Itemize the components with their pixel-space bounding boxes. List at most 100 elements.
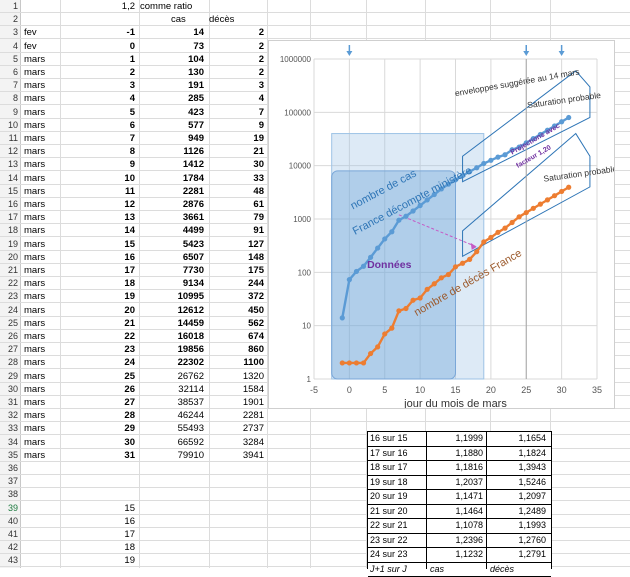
x-axis-label: jour du mois de mars [403,398,507,408]
data-point [502,152,507,157]
row-number: 14 [0,172,18,185]
x-tick-label: 25 [521,385,531,395]
ratio-cas: 1,1471 [428,490,483,504]
ratio-deces: 1,1993 [488,519,546,533]
day-cell: 25 [60,370,135,383]
data-point [510,220,515,225]
day-cell: 4 [60,92,135,105]
row-number: 34 [0,436,18,449]
row-number: 25 [0,317,18,330]
day-cell: 18 [60,277,135,290]
cas-cell: 66592 [139,436,204,449]
row-number: 5 [0,53,18,66]
row-number: 29 [0,370,18,383]
ratio-cas: 1,1078 [428,519,483,533]
day-cell: 7 [60,132,135,145]
y-tick-label: 100 [298,268,312,277]
deces-cell: 3 [209,79,264,92]
deces-cell: 372 [209,290,264,303]
data-point [474,165,479,170]
month-cell: mars [24,251,45,264]
month-cell: mars [24,66,45,79]
row-number: 26 [0,330,18,343]
day-cell: 16 [60,251,135,264]
data-point [354,360,359,365]
data-point [340,315,345,320]
deces-cell: 3941 [209,449,264,462]
deces-cell: 2 [209,53,264,66]
y-tick-label: 1000000 [280,55,312,64]
deces-cell: 48 [209,185,264,198]
day-cell: 10 [60,172,135,185]
deces-cell: 79 [209,211,264,224]
month-cell: mars [24,277,45,290]
cas-cell: 2281 [139,185,204,198]
day-cell: 14 [60,224,135,237]
month-cell: mars [24,436,45,449]
deces-cell: 1901 [209,396,264,409]
deces-cell: 450 [209,304,264,317]
row-number: 27 [0,343,18,356]
cas-cell: 577 [139,119,204,132]
data-point [488,158,493,163]
data-point [418,295,423,300]
x-tick-label: 0 [347,385,352,395]
deces-cell: 7 [209,106,264,119]
ratio-cas: 1,1999 [428,432,483,446]
data-point [453,264,458,269]
data-point [524,210,529,215]
data-point [502,226,507,231]
cas-cell: 2876 [139,198,204,211]
data-point [354,269,359,274]
cas-cell: 1784 [139,172,204,185]
row-number: 40 [0,515,18,528]
cas-cell: 79910 [139,449,204,462]
day-cell: 24 [60,356,135,369]
data-point [361,264,366,269]
deces-cell: 19 [209,132,264,145]
cas-cell: 1126 [139,145,204,158]
row-number: 30 [0,383,18,396]
row-number: 35 [0,449,18,462]
tail-day-cell: 18 [60,541,135,554]
data-point [552,193,557,198]
data-point [460,261,465,266]
day-cell: 30 [60,436,135,449]
data-point [410,208,415,213]
day-cell: 26 [60,383,135,396]
ratio-label: 23 sur 22 [370,534,408,548]
day-cell: 0 [60,40,135,53]
month-cell: mars [24,238,45,251]
x-tick-label: 15 [450,385,460,395]
deces-cell: 21 [209,145,264,158]
deces-cell: 148 [209,251,264,264]
row-number: 21 [0,264,18,277]
row-number: 16 [0,198,18,211]
month-cell: fev [24,40,37,53]
cas-cell: 104 [139,53,204,66]
day-cell: 13 [60,211,135,224]
cas-cell: 6507 [139,251,204,264]
data-point [495,230,500,235]
ratio-deces: 1,2791 [488,548,546,562]
data-point [396,308,401,313]
data-point [559,119,564,124]
ratio-label: 24 sur 23 [370,548,408,562]
data-point [488,235,493,240]
marker-arrow-head-icon [346,51,352,56]
data-point [495,155,500,160]
month-cell: mars [24,132,45,145]
row-number: 38 [0,488,18,501]
day-cell: 19 [60,290,135,303]
month-cell: mars [24,290,45,303]
row-number: 41 [0,528,18,541]
day-cell: 17 [60,264,135,277]
